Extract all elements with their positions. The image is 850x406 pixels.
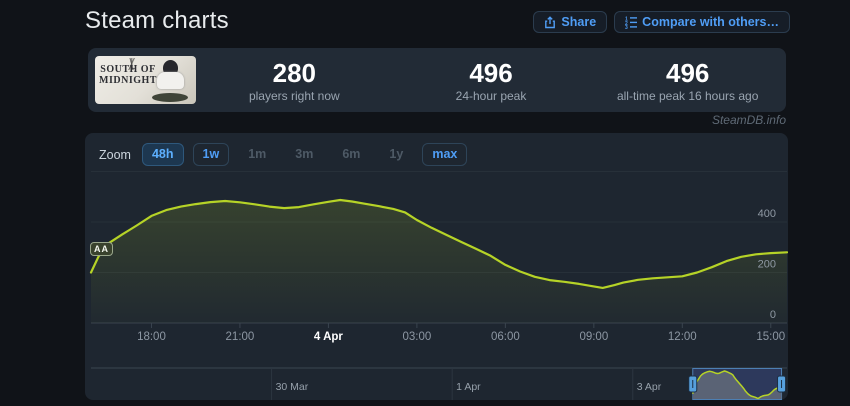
- navigator-date-label: 30 Mar: [276, 381, 309, 393]
- x-axis-label: 09:00: [579, 331, 608, 343]
- zoom-range-48h[interactable]: 48h: [141, 143, 184, 166]
- stats-panel: SOUTH OF MIDNIGHT 280 players right now …: [88, 48, 786, 112]
- capsule-tree-art: [119, 58, 145, 70]
- capsule-ground-art: [152, 93, 188, 102]
- zoom-label: Zoom: [99, 147, 131, 162]
- x-axis-label: 12:00: [668, 331, 697, 343]
- steamdb-watermark: SteamDB.info: [711, 113, 786, 127]
- x-axis-label: 4 Apr: [314, 331, 343, 343]
- svg-text:3: 3: [625, 25, 628, 29]
- stat-current-players: 280 players right now: [196, 57, 393, 103]
- alltime-peak-value: 496: [665, 58, 710, 89]
- x-axis-label: 18:00: [137, 331, 166, 343]
- compare-icon: 1 2 3: [625, 16, 638, 29]
- alltime-peak-label: all-time peak 16 hours ago: [616, 88, 759, 103]
- zoom-range-3m: 3m: [295, 147, 314, 161]
- capsule-character-shirt: [157, 72, 184, 89]
- zoom-range-max[interactable]: max: [422, 143, 468, 166]
- peak-24h-label: 24-hour peak: [455, 88, 527, 103]
- share-button-label: Share: [561, 15, 597, 29]
- y-axis-label: 400: [758, 208, 776, 220]
- navigator-date-label: 1 Apr: [456, 381, 481, 393]
- compare-button-label: Compare with others…: [642, 15, 779, 29]
- current-players-value: 280: [272, 58, 317, 89]
- compare-with-others-button[interactable]: 1 2 3 Compare with others…: [614, 11, 790, 33]
- chart-panel: Zoom 48h 1w 1m 3m 6m 1y max AA 0 200 400 18…: [85, 133, 788, 400]
- y-axis-label: 0: [770, 309, 776, 321]
- chart-annotation-flag[interactable]: AA: [90, 242, 113, 256]
- current-players-label: players right now: [248, 88, 340, 103]
- main-chart[interactable]: 0 200 400 18:00 21:00 4 Apr 03:00 06:00 09:00 12:…: [85, 133, 788, 400]
- navigator-date-label: 3 Apr: [637, 381, 662, 393]
- svg-text:1: 1: [625, 16, 628, 22]
- players-line-series[interactable]: [89, 198, 788, 289]
- stat-alltime-peak: 496 all-time peak 16 hours ago: [589, 57, 786, 103]
- zoom-range-6m: 6m: [342, 147, 361, 161]
- x-axis-label: 21:00: [226, 331, 255, 343]
- x-axis-label: 03:00: [402, 331, 431, 343]
- share-icon: [544, 15, 556, 29]
- navigator-line-series: [692, 370, 782, 400]
- y-axis-label: 200: [758, 259, 776, 271]
- game-logo: SOUTH OF MIDNIGHT: [99, 64, 157, 86]
- game-capsule-image[interactable]: SOUTH OF MIDNIGHT: [95, 56, 196, 104]
- svg-text:2: 2: [625, 21, 628, 27]
- x-axis-label: 06:00: [491, 331, 520, 343]
- page-title: Steam charts: [85, 7, 229, 34]
- header-actions: Share 1 2 3 Compare with others…: [533, 11, 790, 33]
- zoom-toolbar: Zoom 48h 1w 1m 3m 6m 1y max: [99, 143, 468, 166]
- navigator-area-fill: [692, 371, 782, 399]
- peak-24h-value: 496: [469, 58, 513, 89]
- share-button[interactable]: Share: [533, 11, 608, 33]
- zoom-range-1m: 1m: [248, 147, 267, 161]
- players-area-fill: [91, 200, 787, 323]
- zoom-range-1y: 1y: [389, 147, 404, 161]
- zoom-range-1w[interactable]: 1w: [192, 143, 230, 166]
- stat-24h-peak: 496 24-hour peak: [393, 57, 590, 103]
- x-axis-label: 15:00: [756, 331, 785, 343]
